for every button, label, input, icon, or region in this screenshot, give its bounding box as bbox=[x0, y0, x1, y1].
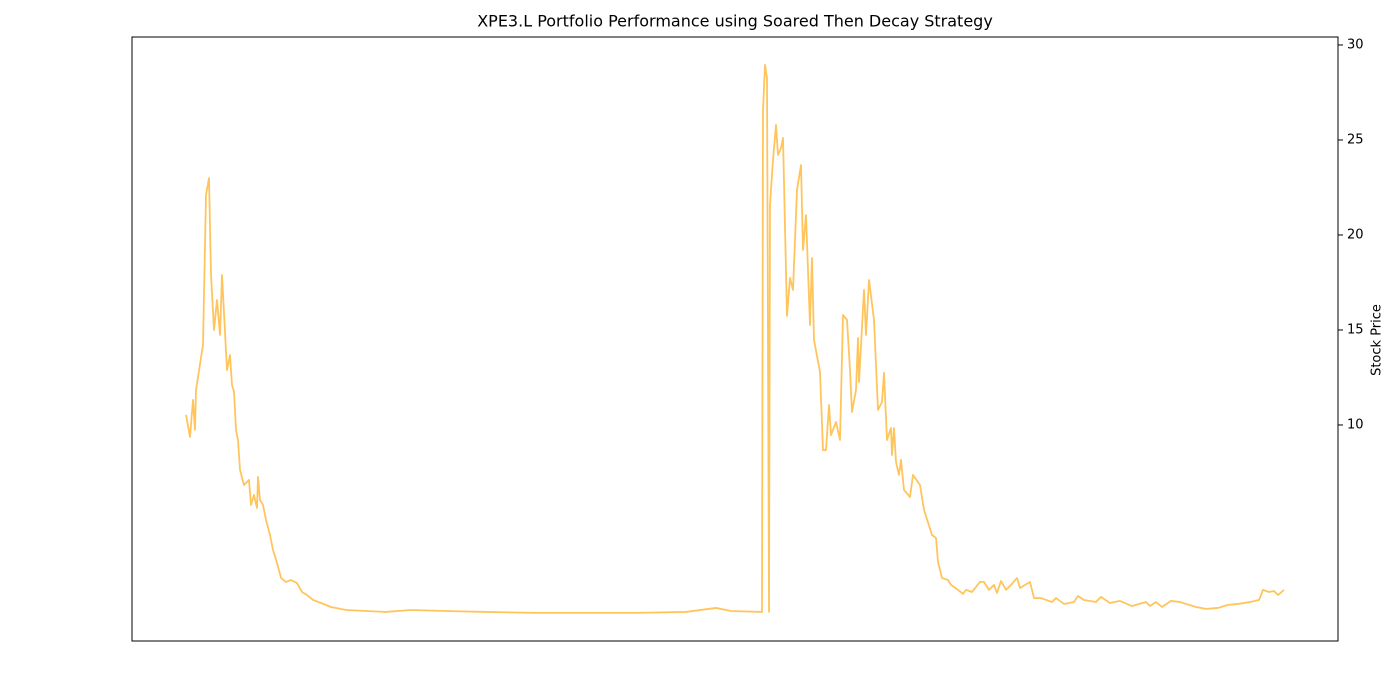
data-line bbox=[185, 64, 1285, 614]
y-tick-label: 15 bbox=[1347, 322, 1364, 337]
y-tick-label: 10 bbox=[1347, 417, 1364, 432]
plot-frame bbox=[131, 36, 1339, 642]
y-tick-label: 25 bbox=[1347, 132, 1364, 147]
chart-title: XPE3.L Portfolio Performance using Soare… bbox=[477, 12, 993, 31]
y-axis-label: Stock Price bbox=[1370, 304, 1385, 376]
y-tick-label: 20 bbox=[1347, 227, 1364, 242]
y-tick-label: 30 bbox=[1347, 37, 1364, 52]
